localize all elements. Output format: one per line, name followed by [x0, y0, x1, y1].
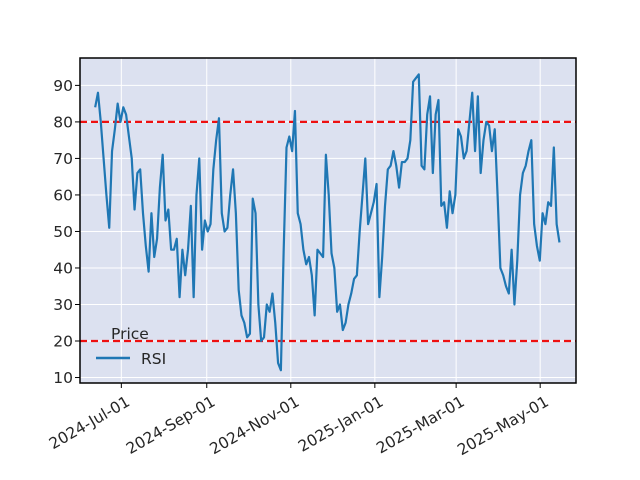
- y-axis: 10 20 30 40 50 60 70 80 90: [53, 77, 80, 387]
- y-tick-label: 70: [53, 150, 73, 168]
- legend-title: Price: [111, 325, 149, 343]
- y-tick-label: 80: [53, 113, 73, 131]
- y-tick-label: 90: [53, 77, 73, 95]
- x-tick-label: 2024-Jul-01: [46, 393, 133, 454]
- plot-frame: [79, 57, 577, 384]
- x-tick-label: 2025-Jan-01: [295, 393, 386, 456]
- y-tick-label: 30: [53, 296, 73, 314]
- y-tick-label: 10: [53, 369, 73, 387]
- x-tick-label: 2024-Sep-01: [123, 393, 218, 458]
- threshold-lines: [80, 120, 576, 343]
- x-tick-label: 2025-Mar-01: [373, 393, 467, 458]
- plot-background: [80, 58, 576, 383]
- x-tick-label: 2024-Nov-01: [207, 393, 303, 459]
- y-tick-label: 40: [53, 259, 73, 277]
- legend: Price RSI: [96, 325, 166, 368]
- y-tick-label: 60: [53, 186, 73, 204]
- x-axis: 2024-Jul-012024-Sep-012024-Nov-012025-Ja…: [46, 383, 552, 459]
- y-tick-label: 50: [53, 223, 73, 241]
- legend-label-rsi: RSI: [141, 350, 166, 368]
- x-tick-label: 2025-May-01: [454, 393, 551, 460]
- y-tick-label: 20: [53, 333, 73, 351]
- rsi-series-line: [94, 73, 561, 372]
